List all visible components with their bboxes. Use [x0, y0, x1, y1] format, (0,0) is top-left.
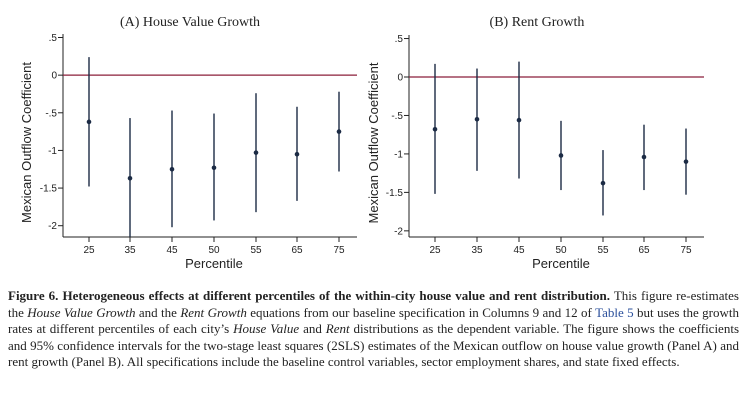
- x-tick-label: 25: [83, 245, 95, 256]
- caption-lead: Figure 6. Heterogeneous effects at diffe…: [8, 288, 610, 303]
- estimate-point: [294, 151, 300, 157]
- y-tick-label: .5: [395, 34, 404, 45]
- y-axis-label: Mexican Outflow Coefficient: [366, 62, 381, 223]
- y-axis-label: Mexican Outflow Coefficient: [19, 62, 34, 223]
- y-tick-label: -2: [394, 226, 403, 237]
- estimate-point: [86, 119, 92, 125]
- estimate-point: [336, 129, 342, 134]
- estimate-point: [558, 153, 564, 158]
- panel-title: (B) Rent Growth: [490, 15, 585, 30]
- figure-caption: Figure 6. Heterogeneous effects at diffe…: [8, 288, 739, 371]
- caption-italic: House Value Growth: [27, 304, 136, 320]
- x-tick-label: 50: [208, 245, 220, 256]
- y-tick-label: 0: [397, 73, 403, 84]
- estimate-point: [432, 127, 438, 132]
- x-tick-label: 35: [471, 245, 483, 256]
- estimate-point: [641, 154, 647, 160]
- estimate-point: [516, 117, 522, 123]
- caption-text: equations from our baseline specificatio…: [246, 304, 596, 320]
- caption-text: distributions as the dependent variable.…: [8, 321, 739, 369]
- panel-b: (B) Rent Growth .5 0 -.5 -1 -1.5 -2 25 35 45 50 55 6…: [366, 15, 704, 271]
- x-axis-label: Percentile: [532, 256, 590, 271]
- panel-a: (A) House Value Growth .5 0 -.5 -1 -1.5 -2 25 35…: [19, 15, 357, 271]
- y-tick-label: .5: [49, 33, 58, 44]
- y-tick-label: 0: [51, 71, 57, 82]
- estimate-point: [474, 117, 480, 122]
- estimate-point: [169, 166, 175, 172]
- x-tick-label: 65: [638, 245, 650, 256]
- x-tick-label: 35: [124, 245, 136, 256]
- x-tick-label: 75: [333, 245, 345, 256]
- caption-text: This figure re-estimates the: [8, 288, 739, 320]
- caption-text: and the: [135, 304, 181, 320]
- caption-italic: Rent Growth: [180, 304, 247, 320]
- y-tick-label: -1.5: [40, 184, 58, 195]
- x-tick-label: 55: [250, 245, 262, 256]
- y-tick-label: -1: [394, 149, 403, 160]
- x-tick-label: 45: [166, 245, 178, 256]
- x-tick-label: 45: [513, 245, 525, 256]
- x-tick-label: 65: [291, 245, 303, 256]
- caption-italic: House Value: [233, 321, 300, 336]
- estimate-point: [211, 165, 217, 171]
- estimate-point: [127, 175, 133, 181]
- table-5-link[interactable]: Table 5: [595, 304, 634, 320]
- x-tick-label: 50: [555, 245, 567, 256]
- estimate-point: [600, 180, 606, 186]
- x-tick-label: 25: [429, 245, 441, 256]
- y-tick-label: -1: [48, 146, 57, 157]
- caption-text: but uses the growth rates at different p…: [8, 304, 739, 337]
- figure-panels: (A) House Value Growth.50-.5-1-1.5-225 35…: [19, 15, 704, 271]
- y-tick-label: -.5: [45, 108, 57, 119]
- x-tick-label: 75: [680, 245, 692, 256]
- estimate-point: [253, 150, 259, 155]
- x-axis-label: Percentile: [185, 256, 243, 271]
- estimate-point: [683, 159, 689, 164]
- x-tick-label: 55: [597, 245, 609, 256]
- caption-italic: Rent: [325, 321, 350, 336]
- y-tick-label: -.5: [391, 111, 403, 122]
- y-tick-label: -2: [48, 221, 57, 232]
- y-tick-label: -1.5: [386, 188, 404, 199]
- panel-title: (A) House Value Growth: [120, 15, 260, 30]
- caption-text: and: [299, 321, 326, 336]
